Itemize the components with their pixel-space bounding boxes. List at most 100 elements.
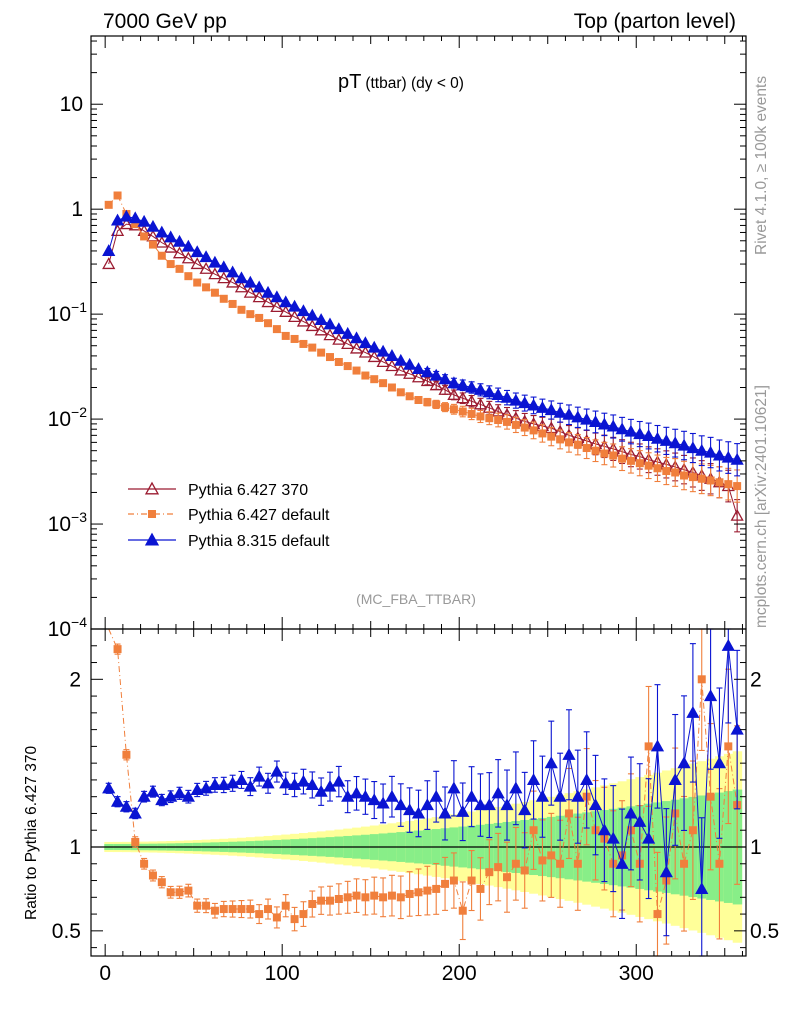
rivet-label: Rivet 4.1.0, ≥ 100k events — [753, 76, 770, 255]
main-point-triangle — [580, 412, 594, 425]
ratio-point-square — [210, 906, 219, 915]
ratio-point-square — [653, 910, 662, 919]
ratio-point-square — [228, 905, 237, 914]
ratio-point-square — [547, 851, 556, 860]
ratio-point-square — [379, 893, 388, 902]
ratio-point-square — [520, 866, 529, 875]
chart-title: pT (ttbar) (dy < 0) — [338, 71, 464, 93]
ratio-point-square — [573, 859, 582, 868]
main-point-triangle — [562, 407, 576, 420]
main-ytick-label: 10−4 — [48, 614, 88, 641]
ratio-series-line — [108, 628, 738, 920]
main-point-triangle — [686, 441, 700, 454]
main-point-triangle — [358, 336, 372, 349]
main-point-square — [370, 375, 379, 384]
legend-label: Pythia 6.427 370 — [188, 482, 308, 499]
main-point-triangle — [102, 244, 116, 256]
ratio-point-triangle — [535, 789, 550, 802]
main-point-square — [228, 299, 237, 308]
legend-label: Pythia 6.427 default — [188, 507, 330, 524]
main-point-triangle — [110, 213, 125, 226]
main-point-triangle — [208, 255, 222, 268]
ratio-point-triangle — [703, 689, 718, 702]
ratio-ytick-label-right: 1 — [750, 836, 762, 859]
ratio-point-square — [423, 886, 432, 895]
ratio-point-square — [219, 905, 228, 914]
ratio-point-triangle — [447, 781, 461, 794]
ratio-point-triangle — [544, 756, 558, 769]
main-point-triangle-open — [429, 378, 443, 391]
main-point-square — [104, 200, 113, 209]
main-point-square — [202, 283, 211, 292]
main-point-square — [264, 319, 273, 328]
ratio-point-triangle — [606, 831, 620, 844]
main-point-square — [175, 264, 184, 273]
ratio-point-triangle — [252, 769, 266, 782]
ratio-point-triangle — [385, 789, 399, 802]
main-ytick-base: 10 — [48, 513, 71, 536]
ratio-point-square — [308, 900, 317, 909]
ratio-point-triangle — [287, 778, 302, 791]
ratio-point-triangle — [403, 803, 417, 816]
ratio-point-square — [511, 859, 520, 868]
ratio-point-square — [432, 884, 441, 893]
ratio-point-triangle — [155, 793, 169, 806]
main-point-triangle-open — [252, 290, 266, 303]
main-point-square — [272, 325, 281, 334]
main-point-triangle — [243, 275, 257, 288]
main-point-square — [458, 407, 467, 416]
ratio-data-layer — [102, 628, 744, 957]
ratio-point-triangle — [164, 789, 178, 802]
main-point-triangle — [367, 340, 381, 353]
main-point-triangle — [403, 357, 417, 370]
ratio-ytick-label-right: 2 — [750, 668, 762, 691]
main-point-triangle-open — [465, 394, 479, 407]
main-point-square — [387, 383, 396, 392]
main-point-triangle — [553, 405, 567, 418]
main-point-triangle — [376, 344, 390, 357]
main-point-square — [131, 220, 140, 229]
main-point-square — [308, 343, 317, 352]
ratio-point-square — [503, 873, 512, 882]
main-point-square — [432, 400, 441, 409]
main-ytick-exp: −3 — [71, 509, 87, 525]
ratio-point-square — [202, 901, 211, 910]
ratio-point-triangle — [296, 774, 311, 787]
ratio-panel: 2 2 1 1 0.5 0.5 Ratio to Pythia 6.427 370 — [23, 628, 779, 957]
main-point-square — [662, 467, 671, 476]
main-point-triangle — [172, 234, 187, 247]
main-point-triangle — [296, 304, 311, 317]
x-axis: 0 100 200 300 — [99, 962, 653, 985]
main-point-square — [591, 446, 600, 455]
main-ytick-label: 10−3 — [48, 509, 88, 536]
legend: Pythia 6.427 370 Pythia 6.427 default Pyth… — [128, 481, 330, 550]
main-point-triangle — [650, 431, 665, 444]
main-point-square — [317, 348, 326, 357]
main-point-square — [511, 420, 520, 429]
main-point-triangle — [473, 382, 488, 395]
ratio-point-square — [246, 905, 255, 914]
ratio-point-square — [644, 742, 653, 751]
ratio-point-triangle — [686, 706, 700, 718]
main-point-square — [697, 474, 706, 483]
ratio-point-square — [414, 888, 423, 897]
main-point-triangle — [305, 308, 319, 321]
ratio-point-square — [325, 896, 334, 905]
main-point-triangle-open — [447, 388, 461, 400]
ratio-point-square — [405, 889, 414, 898]
ratio-point-triangle — [562, 747, 576, 760]
ratio-point-triangle — [730, 722, 744, 735]
ratio-point-square — [131, 837, 140, 846]
ratio-point-triangle — [721, 638, 735, 651]
main-point-triangle — [217, 260, 231, 273]
main-series-1 — [104, 191, 742, 503]
ratio-point-square — [494, 863, 503, 872]
main-point-triangle-open — [217, 271, 231, 284]
ratio-point-triangle — [500, 798, 514, 811]
main-point-square — [396, 388, 405, 397]
main-point-triangle — [190, 245, 204, 258]
main-point-triangle-open — [456, 391, 470, 404]
main-point-triangle — [526, 398, 541, 411]
ratio-point-square — [317, 896, 326, 905]
